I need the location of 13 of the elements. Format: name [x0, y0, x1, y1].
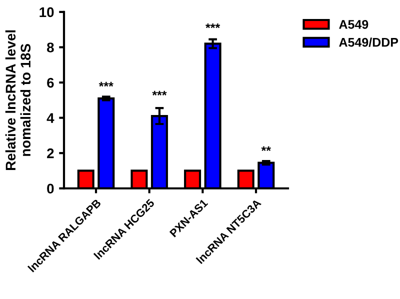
- annotation: ***: [152, 90, 167, 96]
- y-tick-label: 2: [47, 148, 54, 158]
- legend-label: A549/DDP: [339, 38, 398, 47]
- y-tick-label: 4: [46, 113, 54, 123]
- annotation: **: [261, 146, 271, 151]
- y-axis-title: Relative lncRNA level nomalized to 18S: [5, 30, 31, 170]
- y-tick-label: 8: [46, 42, 54, 52]
- y-tick-label: 10: [40, 7, 54, 18]
- y-tick-label: 0: [47, 184, 54, 194]
- annotation: ***: [98, 82, 114, 87]
- annotation: ***: [206, 23, 220, 28]
- y-tick-label: 6: [47, 78, 54, 88]
- legend-label: A549: [339, 20, 368, 29]
